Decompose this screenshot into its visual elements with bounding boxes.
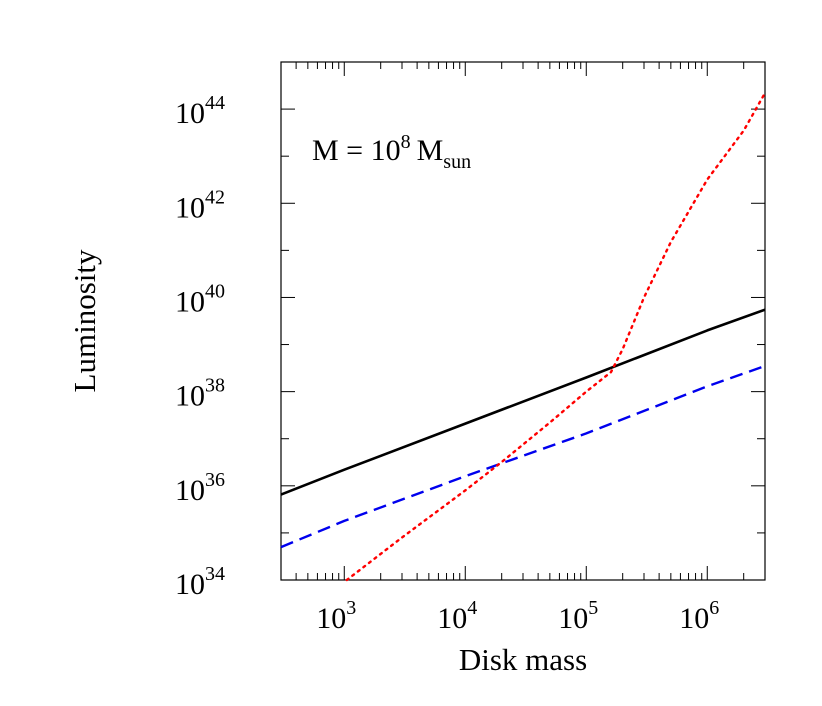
x-tick-base: 10 (437, 602, 467, 635)
y-tick-base: 10 (175, 191, 205, 224)
y-tick-label: 1042 (175, 186, 225, 224)
annotation-unit: M (417, 134, 444, 167)
y-tick-base: 10 (175, 568, 205, 601)
x-tick-base: 10 (316, 602, 346, 635)
y-tick-exp: 42 (205, 186, 225, 208)
y-tick-exp: 44 (205, 92, 225, 114)
x-tick-exp: 3 (346, 597, 356, 619)
x-axis-label: Disk mass (459, 642, 587, 677)
x-tick-label: 105 (558, 597, 598, 635)
x-tick-exp: 4 (467, 597, 477, 619)
y-tick-label: 1038 (175, 375, 225, 413)
x-tick-exp: 5 (588, 597, 598, 619)
tick-marks (280, 61, 766, 581)
y-tick-label: 1040 (175, 280, 225, 318)
x-tick-label: 103 (316, 597, 356, 635)
series-line-dashed (280, 364, 766, 549)
series-line-solid (280, 308, 766, 496)
annotation-exp: 8 (401, 131, 411, 153)
y-tick-base: 10 (175, 97, 205, 130)
y-tick-exp: 36 (205, 469, 225, 491)
y-tick-label: 1044 (175, 92, 225, 130)
series-layer (280, 91, 767, 582)
y-tick-exp: 38 (205, 375, 225, 397)
annotation-lhs: M = 10 (312, 134, 401, 167)
annotation-sub: sun (443, 151, 471, 173)
mass-annotation: M = 108 Msun (312, 131, 471, 173)
x-tick-base: 10 (558, 602, 588, 635)
y-tick-base: 10 (175, 474, 205, 507)
x-tick-base: 10 (679, 602, 709, 635)
x-tick-exp: 6 (709, 597, 719, 619)
x-tick-label: 106 (679, 597, 719, 635)
y-tick-exp: 34 (205, 563, 225, 585)
series-line-dotted (345, 91, 767, 582)
y-tick-label: 1036 (175, 469, 225, 507)
x-tick-label: 104 (437, 597, 477, 635)
y-tick-base: 10 (175, 380, 205, 413)
y-axis-label: Luminosity (67, 249, 102, 392)
y-tick-base: 10 (175, 285, 205, 318)
y-tick-label: 1034 (175, 563, 225, 601)
y-tick-exp: 40 (205, 280, 225, 302)
